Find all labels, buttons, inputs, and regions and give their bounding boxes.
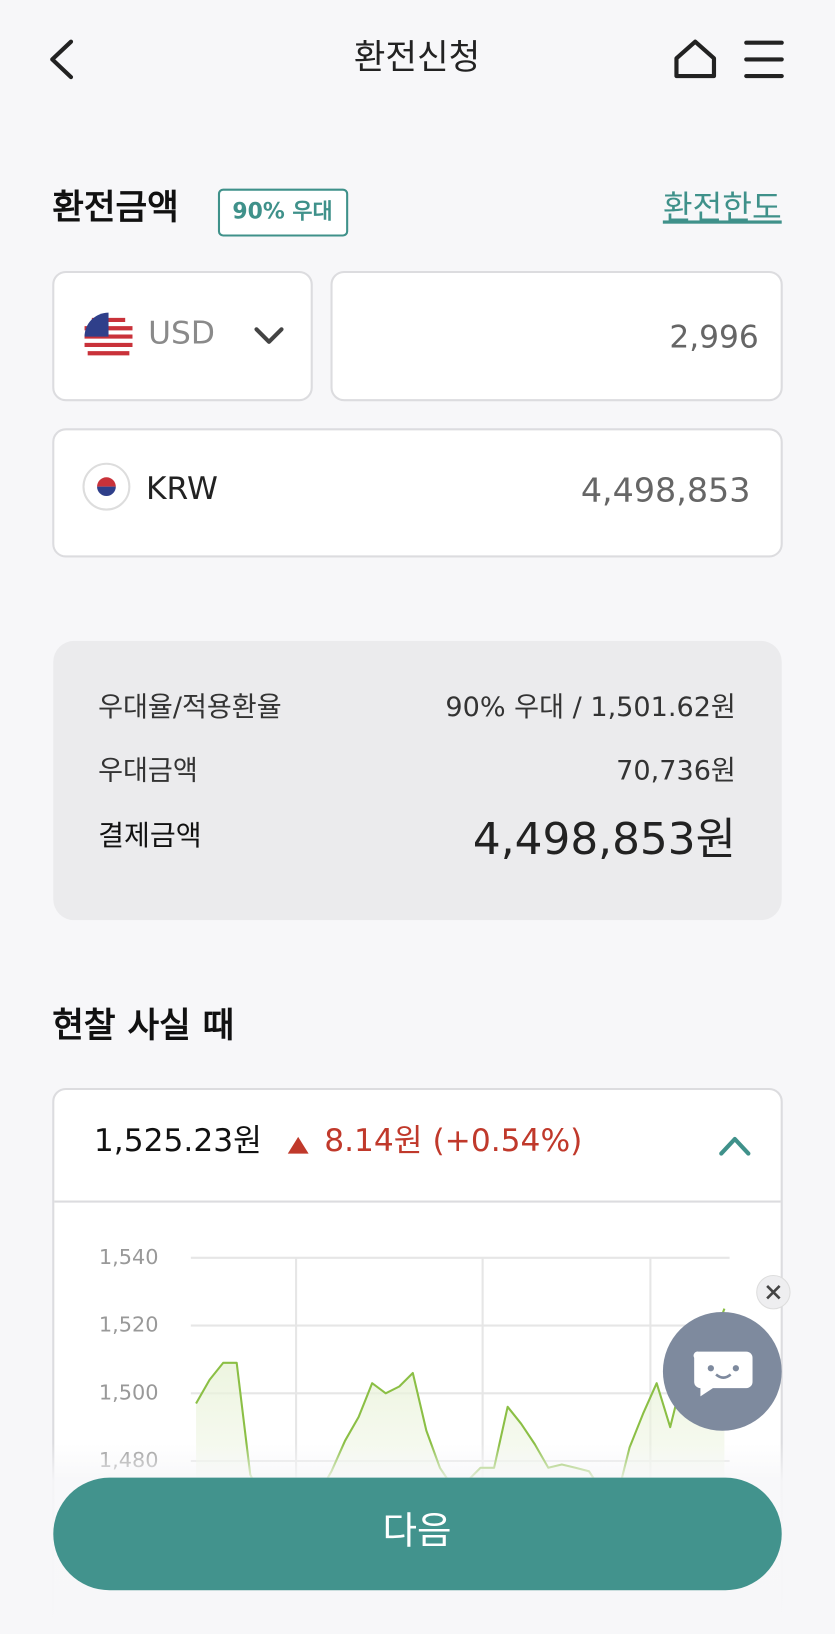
us-flag [84,312,133,361]
y-tick-label: 1,520 [99,1313,159,1337]
home-button[interactable] [674,39,717,79]
krw-box [52,428,783,558]
y-tick-label: 1,500 [99,1380,159,1404]
menu-button[interactable] [744,40,784,79]
close-icon [766,1285,781,1300]
dropdown-icon [254,327,284,344]
from-amount: 2,996 [669,320,758,356]
kr-flag [82,462,131,511]
summary-value: 90% 우대 / 1,501.62원 [445,692,735,723]
to-amount: 4,498,853 [581,470,751,509]
y-tick-label: 1,540 [99,1245,159,1269]
summary-label: 우대율/적용환율 [98,692,282,723]
badge-box [217,188,349,237]
chat-icon [693,1351,753,1397]
section-title: 현찰 사실 때 [52,1006,234,1046]
badge: 90% 우대 [232,200,332,225]
rate-change: 8.14원 (+0.54%) [324,1123,582,1159]
up-icon [287,1136,309,1154]
next-button[interactable] [53,1477,782,1591]
summary-label: 우대금액 [98,756,198,787]
collapse-button[interactable] [719,1136,751,1156]
back-button[interactable] [50,39,74,80]
summary-value: 70,736원 [616,756,736,787]
page-title: 환전신청 [354,38,480,78]
from-currency: USD [148,316,215,352]
section-title: 환전금액 [52,188,178,228]
amount-input[interactable] [330,270,783,402]
to-currency: KRW [146,471,218,507]
limit-link[interactable]: 환전한도 [663,188,782,226]
currency-select[interactable] [52,270,313,402]
line [195,1308,726,1478]
payment-amount: 4,498,853원 [473,814,736,865]
summary-label: 결제금액 [98,819,202,852]
next-label: 다음 [382,1508,451,1552]
rate-price: 1,525.23원 [94,1123,262,1159]
summary-card [53,640,782,921]
